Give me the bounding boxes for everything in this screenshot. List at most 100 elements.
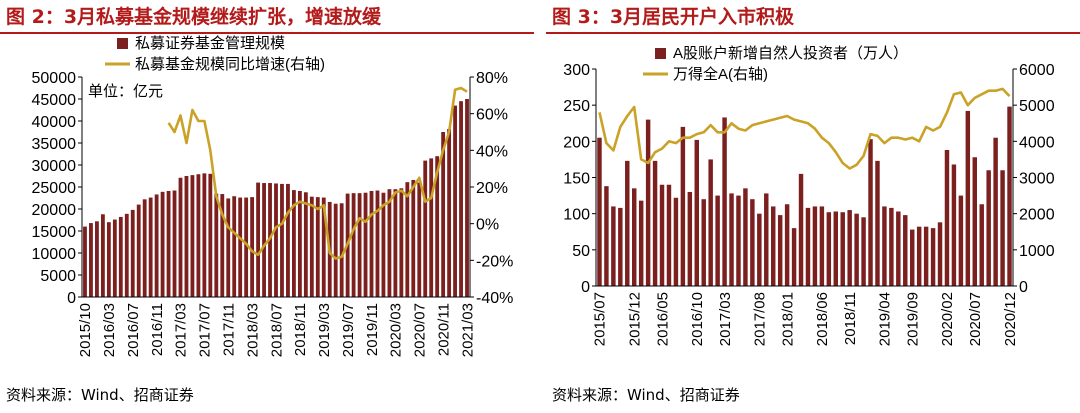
x-tick-label: 2019/11 [364,303,381,356]
bar [833,211,838,286]
y-tick-label-left: 40000 [32,114,77,131]
bar [339,203,344,297]
legend-swatch-bar [655,48,666,59]
bar [673,197,679,286]
y-tick-label-left: 150 [563,171,590,188]
bar [847,210,852,286]
bar [659,184,665,286]
y-tick-label-right: 40% [476,143,508,160]
bar [805,207,811,286]
bar [604,186,609,286]
y-tick-label-left: 15000 [32,224,77,241]
bar [986,170,991,286]
title-rule [546,32,1080,34]
bar [882,206,887,286]
bar [244,197,249,297]
bar [405,182,410,297]
y-tick-label-right: 20% [476,180,508,197]
bar [202,173,207,297]
figure-title: 图 2：3月私募基金规模继续扩张，增速放缓 [6,6,382,28]
y-tick-label-right: 2000 [1019,207,1055,224]
bar [937,222,943,286]
bar [357,193,362,297]
private-fund-chart: 0 5000 10000 15000 20000 25000 30000 35000 40000… [32,35,514,357]
bar [303,192,308,297]
source-note: 资料来源：Wind、招商证券 [552,386,740,404]
bar [256,182,261,297]
bar [423,160,428,297]
bar [393,189,398,297]
bar [226,198,231,297]
bar [965,110,971,286]
bar [694,139,699,286]
y-tick-label-right: 0 [1019,279,1028,296]
bar [83,226,87,297]
bar [840,212,845,286]
bar [381,192,386,297]
bar [923,226,929,286]
bar [262,183,266,297]
y-tick-label-right: 1000 [1019,243,1055,260]
legend-swatch-bar [117,38,128,49]
bar [429,158,434,297]
bar [220,194,225,297]
bar [993,137,998,286]
line-series [167,86,468,260]
bar [1000,170,1005,286]
bar [597,137,602,286]
bar [459,101,463,297]
bar [798,173,804,286]
bar [645,119,651,286]
y-tick-label-left: 35000 [32,136,77,153]
y-tick-label-left: 10000 [32,246,77,263]
bar [291,190,296,297]
x-tick-label: 2020/12 [1002,292,1019,346]
bar [369,190,374,297]
figure-2-panel: 图 2：3月私募基金规模继续扩张，增速放缓 0 5000 10000 15000 200… [0,0,534,413]
bar [916,226,922,286]
x-tick-label: 2019/03 [316,303,333,357]
bar [184,176,189,297]
bar [238,197,243,297]
bar [687,191,693,286]
bar [854,213,859,286]
title-rule [0,32,534,34]
x-tick-label: 2016/05 [654,292,671,346]
y-tick-label-right: 60% [476,107,508,124]
bar [743,188,748,286]
x-tick-label: 2018/03 [244,303,261,357]
x-tick-label: 2019/07 [340,303,357,357]
bar [112,219,117,297]
y-tick-label-right: 6000 [1019,62,1055,79]
legend-label-line: 万得全A(右轴) [673,65,768,83]
x-tick-label: 2016/11 [149,303,166,356]
bar [944,150,950,286]
bar [701,199,706,286]
bar [172,190,177,297]
bar [363,192,368,297]
bar [722,117,727,286]
x-tick-label: 2020/07 [967,292,984,346]
y-tick-label-left: 25000 [32,180,77,197]
bar [286,183,290,297]
bar [625,160,630,286]
y-tick-label-left: 50000 [32,70,77,87]
bar [791,228,797,286]
bar [148,197,153,297]
bar [764,193,769,286]
bar [638,200,644,286]
bar [861,217,866,286]
bar [896,211,901,286]
bar [903,215,908,286]
x-tick-label: 2016/10 [689,292,706,346]
y-tick-label-left: 200 [563,134,590,151]
bar [1007,106,1012,286]
x-tick-label: 2018/11 [842,292,859,345]
bar [208,173,213,297]
x-tick-label: 2018/11 [292,303,309,356]
bar [190,175,195,297]
bar [232,196,237,297]
new-investor-chart: 0501001502002503000100020003000400050006… [563,45,1055,346]
bar [441,132,446,297]
bar [124,213,129,297]
